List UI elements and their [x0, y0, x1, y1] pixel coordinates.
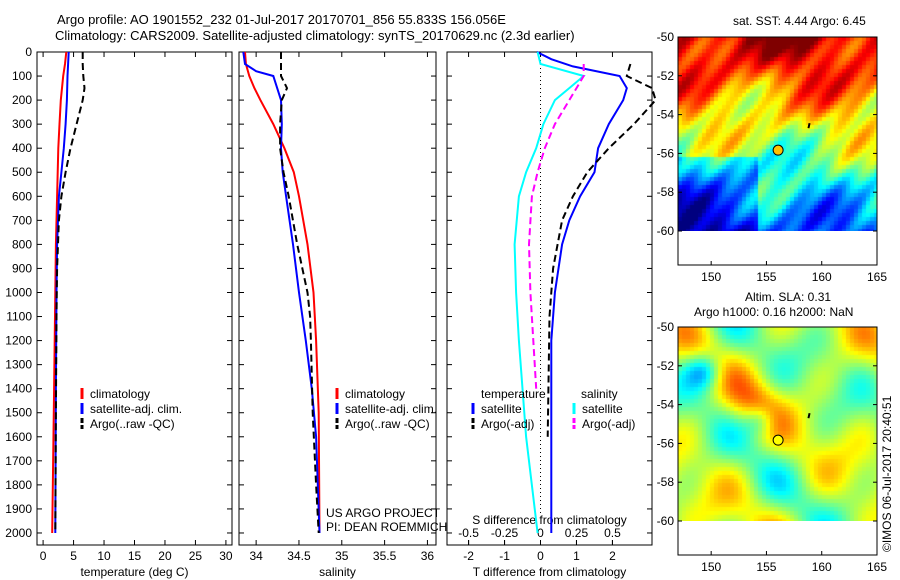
credit-text: ©IMOS 06-Jul-2017 20:40:51: [880, 395, 894, 552]
x-tick-label: 34.5: [287, 549, 311, 563]
series-satellite-adj-clim-: [242, 51, 321, 534]
y-tick-label: 1800: [5, 478, 32, 492]
pi-text: PI: DEAN ROEMMICH: [326, 520, 448, 534]
lon-tick-label: 150: [701, 270, 721, 284]
legend-label: climatology: [90, 387, 150, 401]
project-text: US ARGO PROJECT: [326, 506, 441, 520]
plot-frame: [238, 51, 437, 546]
title-line-2: Climatology: CARS2009. Satellite-adjuste…: [55, 28, 575, 43]
legend-label: Argo(..raw -QC): [90, 417, 175, 431]
x2-tick-label: -0.5: [458, 526, 479, 540]
legend-label: Argo(..raw -QC): [345, 417, 430, 431]
x2-tick-label: 0.5: [604, 526, 621, 540]
legend-label: satellite-adj. clim.: [90, 402, 182, 416]
profile-plots: 0100200300400500600700800900100011001200…: [5, 45, 657, 579]
series-s-satellite: [513, 51, 586, 534]
x-tick-label: 1: [573, 549, 580, 563]
x-tick-label: -2: [463, 549, 474, 563]
x2-tick-label: 0.25: [565, 526, 589, 540]
y-tick-label: 1100: [6, 310, 32, 324]
x-tick-label: 2: [609, 549, 616, 563]
x-tick-label: 20: [158, 549, 172, 563]
y-tick-label: 500: [12, 165, 32, 179]
lon-tick-label: 165: [867, 270, 887, 284]
lon-tick-label: 160: [812, 270, 832, 284]
x-tick-label: 25: [189, 549, 203, 563]
y-tick-label: 0: [25, 45, 32, 59]
map1-title: sat. SST: 4.44 Argo: 6.45: [733, 14, 866, 28]
y-tick-label: 400: [12, 141, 32, 155]
series-climatology: [244, 51, 321, 534]
x-tick-label: 10: [97, 549, 111, 563]
lon-tick-label: 150: [701, 560, 721, 574]
x-tick-label: 35: [335, 549, 349, 563]
x-tick-label: 5: [70, 549, 77, 563]
y-tick-label: 300: [12, 117, 32, 131]
legend-label: Argo(-adj): [481, 417, 534, 431]
series-climatology: [51, 51, 68, 534]
y-tick-label: 1700: [5, 454, 32, 468]
title-line-1: Argo profile: AO 1901552_232 01-Jul-2017…: [57, 12, 506, 27]
x-tick-label: 15: [128, 549, 142, 563]
map2-title-1: Altim. SLA: 0.31: [745, 290, 832, 304]
x2-axis-label: S difference from climatology: [472, 513, 627, 527]
plot-frame: [446, 51, 653, 546]
legend-label: satellite-adj. clim.: [345, 402, 437, 416]
x-tick-label: 36: [421, 549, 435, 563]
legend-label: satellite: [481, 402, 522, 416]
y-tick-label: 1500: [5, 406, 32, 420]
x-axis-label: salinity: [319, 565, 356, 579]
legend-header: salinity: [581, 387, 618, 401]
x-tick-label: 34: [249, 549, 263, 563]
y-tick-label: 600: [12, 189, 32, 203]
y-tick-label: 200: [12, 93, 32, 107]
legend-header: temperature: [481, 387, 546, 401]
y-tick-label: 2000: [5, 526, 32, 540]
lon-tick-label: 165: [867, 560, 887, 574]
x-axis-label: temperature (deg C): [80, 565, 188, 579]
y-tick-label: 1600: [5, 430, 32, 444]
y-tick-label: 1400: [5, 382, 32, 396]
sst-map: [678, 37, 877, 231]
x-tick-label: 35.5: [373, 549, 397, 563]
x-tick-label: 0: [537, 549, 544, 563]
series-t-argo-adj-: [546, 63, 657, 437]
y-tick-label: 900: [12, 261, 32, 275]
x2-tick-label: -0.25: [491, 526, 519, 540]
y-tick-label: 100: [12, 69, 32, 83]
y-tick-label: 700: [12, 213, 32, 227]
x-tick-label: -1: [499, 549, 510, 563]
series-s-argo-adj-: [527, 64, 585, 389]
legend-label: climatology: [345, 387, 405, 401]
series-t-satellite: [536, 51, 628, 533]
lon-tick-label: 160: [812, 560, 832, 574]
lon-tick-label: 155: [756, 560, 776, 574]
legend-label: Argo(-adj): [582, 417, 635, 431]
series-argo-raw-qc-: [279, 52, 320, 534]
x-tick-label: 30: [219, 549, 233, 563]
series-argo-raw-qc-: [54, 52, 86, 534]
y-tick-label: 1200: [5, 334, 32, 348]
y-tick-label: 1000: [5, 285, 32, 299]
sla-map: [678, 327, 877, 521]
y-tick-label: 1900: [5, 502, 32, 516]
x2-tick-label: 0: [537, 526, 544, 540]
x-tick-label: 0: [40, 549, 47, 563]
y-tick-label: 800: [12, 237, 32, 251]
legend-label: satellite: [582, 402, 623, 416]
lon-tick-label: 155: [756, 270, 776, 284]
y-tick-label: 1300: [5, 358, 32, 372]
map2-title-2: Argo h1000: 0.16 h2000: NaN: [694, 305, 854, 319]
x-axis-label: T difference from climatology: [473, 565, 627, 579]
